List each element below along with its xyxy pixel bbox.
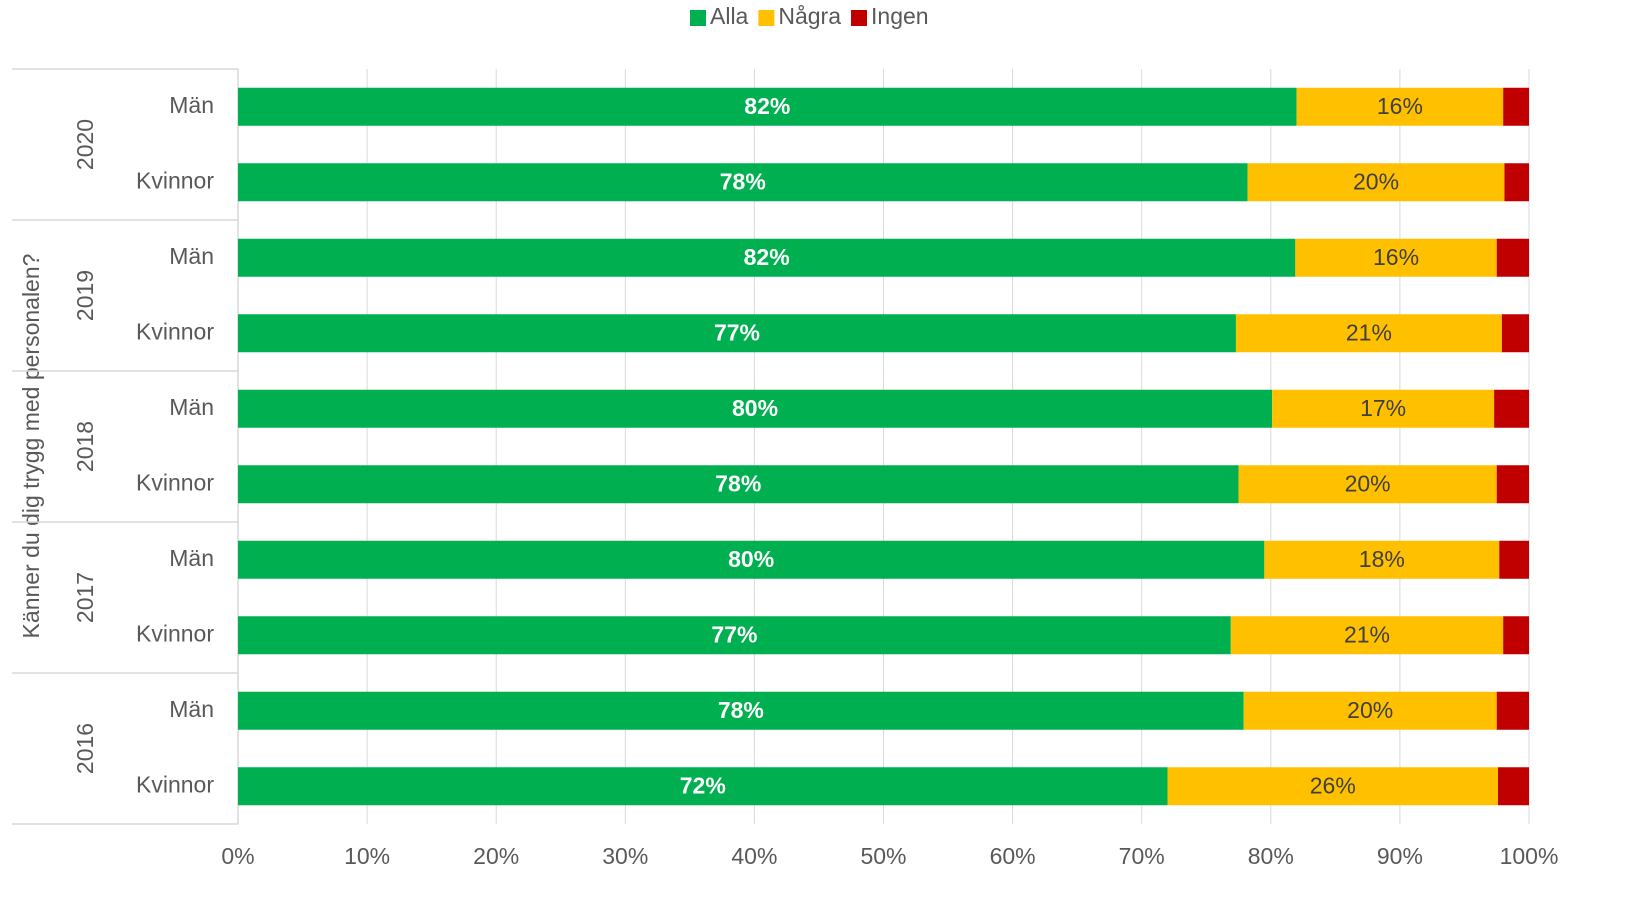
- bar-segment: [1504, 163, 1529, 202]
- bar-segment: [1243, 691, 1497, 730]
- bar-segment: [238, 238, 1296, 277]
- y-tick-label: Män: [169, 394, 214, 420]
- bar-segment: [1235, 314, 1502, 353]
- bar-segment: [238, 540, 1265, 579]
- x-tick-label: 10%: [344, 843, 390, 869]
- bar-segment: [238, 616, 1231, 655]
- data-label: 17%: [1360, 395, 1406, 421]
- bar-segment: [1496, 238, 1529, 277]
- y-tick-label: Män: [169, 243, 214, 269]
- bar-segment: [1238, 465, 1497, 504]
- group-label: 2018: [72, 421, 98, 472]
- data-label: 16%: [1377, 93, 1423, 119]
- legend-label: Alla: [710, 3, 749, 29]
- bar-segment: [238, 163, 1248, 202]
- bar-segment: [238, 87, 1297, 126]
- bar-segment: [238, 314, 1236, 353]
- bar-segment: [1272, 389, 1495, 428]
- x-tick-label: 30%: [602, 843, 648, 869]
- data-label: 77%: [714, 319, 760, 345]
- legend-swatch: [851, 10, 868, 26]
- bar-segment: [1503, 87, 1529, 126]
- data-label: 18%: [1359, 546, 1405, 572]
- y-tick-label: Kvinnor: [136, 771, 214, 797]
- x-tick-label: 40%: [731, 843, 777, 869]
- data-label: 21%: [1344, 621, 1390, 647]
- legend-swatch: [690, 10, 706, 26]
- bar-segment: [1494, 389, 1529, 428]
- y-tick-label: Män: [169, 545, 214, 571]
- bar-segment: [1247, 163, 1505, 202]
- legend-label: Några: [778, 3, 841, 29]
- data-label: 82%: [744, 93, 790, 119]
- data-label: 82%: [744, 244, 790, 270]
- data-label: 21%: [1346, 319, 1392, 345]
- data-label: 20%: [1347, 697, 1393, 723]
- data-label: 20%: [1345, 470, 1391, 496]
- bar-segment: [1296, 87, 1504, 126]
- bar-segment: [238, 691, 1244, 730]
- x-tick-label: 20%: [473, 843, 519, 869]
- y-tick-label: Män: [169, 696, 214, 722]
- y-tick-label: Kvinnor: [136, 620, 214, 646]
- x-tick-label: 70%: [1119, 843, 1165, 869]
- group-label: 2016: [72, 723, 98, 774]
- bar-segment: [238, 767, 1168, 806]
- group-label: 2017: [72, 572, 98, 623]
- y-tick-label: Kvinnor: [136, 167, 214, 193]
- y-tick-label: Kvinnor: [136, 469, 214, 495]
- legend-swatch: [758, 10, 775, 26]
- data-label: 26%: [1310, 772, 1356, 798]
- bar-segment: [1496, 465, 1529, 504]
- group-label: 2019: [72, 270, 98, 321]
- data-label: 20%: [1353, 168, 1399, 194]
- y-tick-label: Kvinnor: [136, 318, 214, 344]
- x-tick-label: 0%: [221, 843, 254, 869]
- data-label: 80%: [728, 546, 774, 572]
- data-label: 77%: [711, 621, 757, 647]
- x-tick-label: 100%: [1500, 843, 1559, 869]
- bar-segment: [1264, 540, 1500, 579]
- bar-segment: [1499, 540, 1529, 579]
- bar-segment: [1496, 691, 1529, 730]
- x-tick-label: 80%: [1248, 843, 1294, 869]
- group-label: 2020: [72, 119, 98, 170]
- bar-segment: [1230, 616, 1504, 655]
- bar-segment: [1501, 314, 1529, 353]
- bar-segment: [1503, 616, 1529, 655]
- data-label: 78%: [715, 470, 761, 496]
- bar-segment: [1498, 767, 1529, 806]
- bar-segment: [1295, 238, 1497, 277]
- data-label: 78%: [720, 168, 766, 194]
- x-tick-label: 90%: [1377, 843, 1423, 869]
- y-tick-label: Män: [169, 92, 214, 118]
- data-label: 72%: [680, 772, 726, 798]
- legend-label: Ingen: [871, 3, 929, 29]
- bar-segment: [1167, 767, 1499, 806]
- data-label: 16%: [1373, 244, 1419, 270]
- x-tick-label: 50%: [860, 843, 906, 869]
- bar-segment: [238, 465, 1239, 504]
- data-label: 80%: [732, 395, 778, 421]
- y-axis-title: Känner du dig trygg med personalen?: [18, 254, 44, 639]
- bar-segment: [238, 389, 1273, 428]
- data-label: 78%: [718, 697, 764, 723]
- x-tick-label: 60%: [990, 843, 1036, 869]
